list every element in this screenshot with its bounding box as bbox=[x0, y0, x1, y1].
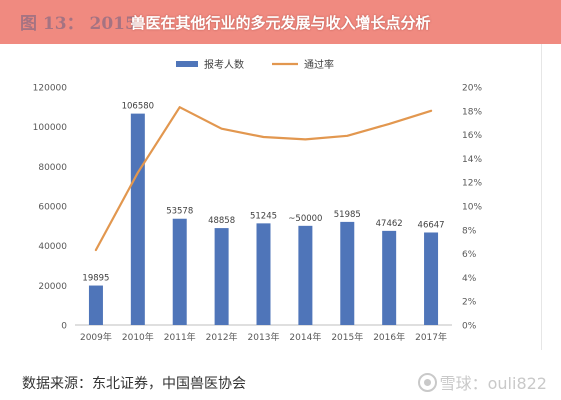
bar-value-label: 53578 bbox=[166, 207, 193, 217]
x-tick-label: 2013年 bbox=[248, 331, 280, 343]
y-left-tick-label: 100000 bbox=[33, 123, 68, 133]
y-right-tick-label: 18% bbox=[462, 107, 482, 117]
bar-9 bbox=[424, 232, 439, 325]
y-left-tick-label: 120000 bbox=[33, 84, 68, 94]
footer: 数据来源：东北证券，中国兽医协会 雪球：ouli822 bbox=[0, 350, 561, 400]
bar-5 bbox=[256, 223, 271, 325]
y-right-tick-label: 0% bbox=[462, 322, 477, 332]
pass-rate-point-9 bbox=[430, 110, 432, 112]
y-right-tick-label: 14% bbox=[462, 155, 482, 165]
y-right-tick-label: 16% bbox=[462, 131, 482, 141]
pass-rate-point-8 bbox=[388, 123, 390, 125]
x-tick-label: 2017年 bbox=[415, 331, 447, 343]
bar-2 bbox=[130, 113, 145, 325]
y-left-tick-label: 80000 bbox=[38, 163, 67, 173]
figure-caption-underlay: 图 13： 2015 bbox=[20, 14, 137, 34]
y-right-tick-label: 6% bbox=[462, 250, 477, 260]
x-tick-label: 2016年 bbox=[373, 331, 405, 343]
x-tick-label: 2014年 bbox=[289, 331, 321, 343]
bar-7 bbox=[340, 221, 355, 325]
pass-rate-point-2 bbox=[137, 171, 139, 174]
bar-1 bbox=[88, 285, 103, 325]
bar-value-label: 47462 bbox=[376, 219, 403, 229]
bar-3 bbox=[172, 218, 187, 325]
y-right-tick-label: 12% bbox=[462, 179, 482, 189]
bar-value-label: 106580 bbox=[122, 102, 154, 112]
y-right-tick-label: 20% bbox=[462, 84, 482, 94]
y-right-tick-label: 4% bbox=[462, 274, 477, 284]
watermark: 雪球：ouli822 bbox=[417, 370, 547, 394]
bar-8 bbox=[382, 230, 397, 325]
bar-value-label: 19895 bbox=[82, 274, 109, 284]
legend-label-applicants: 报考人数 bbox=[204, 58, 244, 71]
y-left-tick-label: 60000 bbox=[38, 203, 67, 213]
chart: 0 20000 40000 60000 80000 100000 120000 0% 2% 4% 6… bbox=[33, 58, 483, 343]
snowball-logo-icon bbox=[417, 373, 437, 392]
y-left-tick-label: 20000 bbox=[38, 282, 67, 292]
x-tick-label: 2010年 bbox=[122, 331, 154, 343]
pass-rate-point-5 bbox=[262, 136, 265, 138]
page-title: 兽医在其他行业的多元发展与收入增长点分析 bbox=[130, 14, 431, 32]
y-right-tick-label: 2% bbox=[462, 298, 477, 308]
y-right-tick-label: 10% bbox=[462, 203, 482, 213]
chart-panel: 0 20000 40000 60000 80000 100000 120000 0% 2% 4% 6… bbox=[10, 44, 542, 350]
bar-value-label: 51245 bbox=[250, 211, 277, 221]
pass-rate-point-3 bbox=[178, 106, 181, 109]
bar-6 bbox=[298, 225, 313, 325]
x-tick-label: 2012年 bbox=[206, 331, 238, 343]
bar-value-label: 46647 bbox=[418, 220, 445, 230]
y-right-tick-label: 8% bbox=[462, 226, 477, 236]
x-tick-label: 2015年 bbox=[331, 331, 363, 343]
bar-value-label: ~50000 bbox=[288, 214, 322, 224]
y-left-tick-label: 40000 bbox=[38, 242, 67, 252]
pass-rate-point-7 bbox=[346, 134, 349, 137]
legend-label-pass-rate: 通过率 bbox=[304, 58, 334, 71]
header-banner: 图 13： 2015 兽医在其他行业的多元发展与收入增长点分析 bbox=[0, 0, 561, 44]
pass-rate-point-4 bbox=[220, 127, 223, 130]
x-tick-label: 2011年 bbox=[164, 331, 196, 343]
legend-swatch-applicants bbox=[176, 61, 198, 67]
bar-value-label: 51985 bbox=[334, 210, 361, 220]
y-left-tick-label: 0 bbox=[61, 322, 67, 332]
data-source-note: 数据来源：东北证券，中国兽医协会 bbox=[22, 376, 246, 392]
bar-value-label: 48858 bbox=[208, 216, 235, 226]
pass-rate-point-1 bbox=[95, 249, 97, 251]
watermark-text: 雪球：ouli822 bbox=[439, 374, 547, 393]
pass-rate-point-6 bbox=[304, 138, 307, 141]
bar-4 bbox=[214, 228, 229, 325]
x-tick-label: 2009年 bbox=[80, 331, 112, 343]
